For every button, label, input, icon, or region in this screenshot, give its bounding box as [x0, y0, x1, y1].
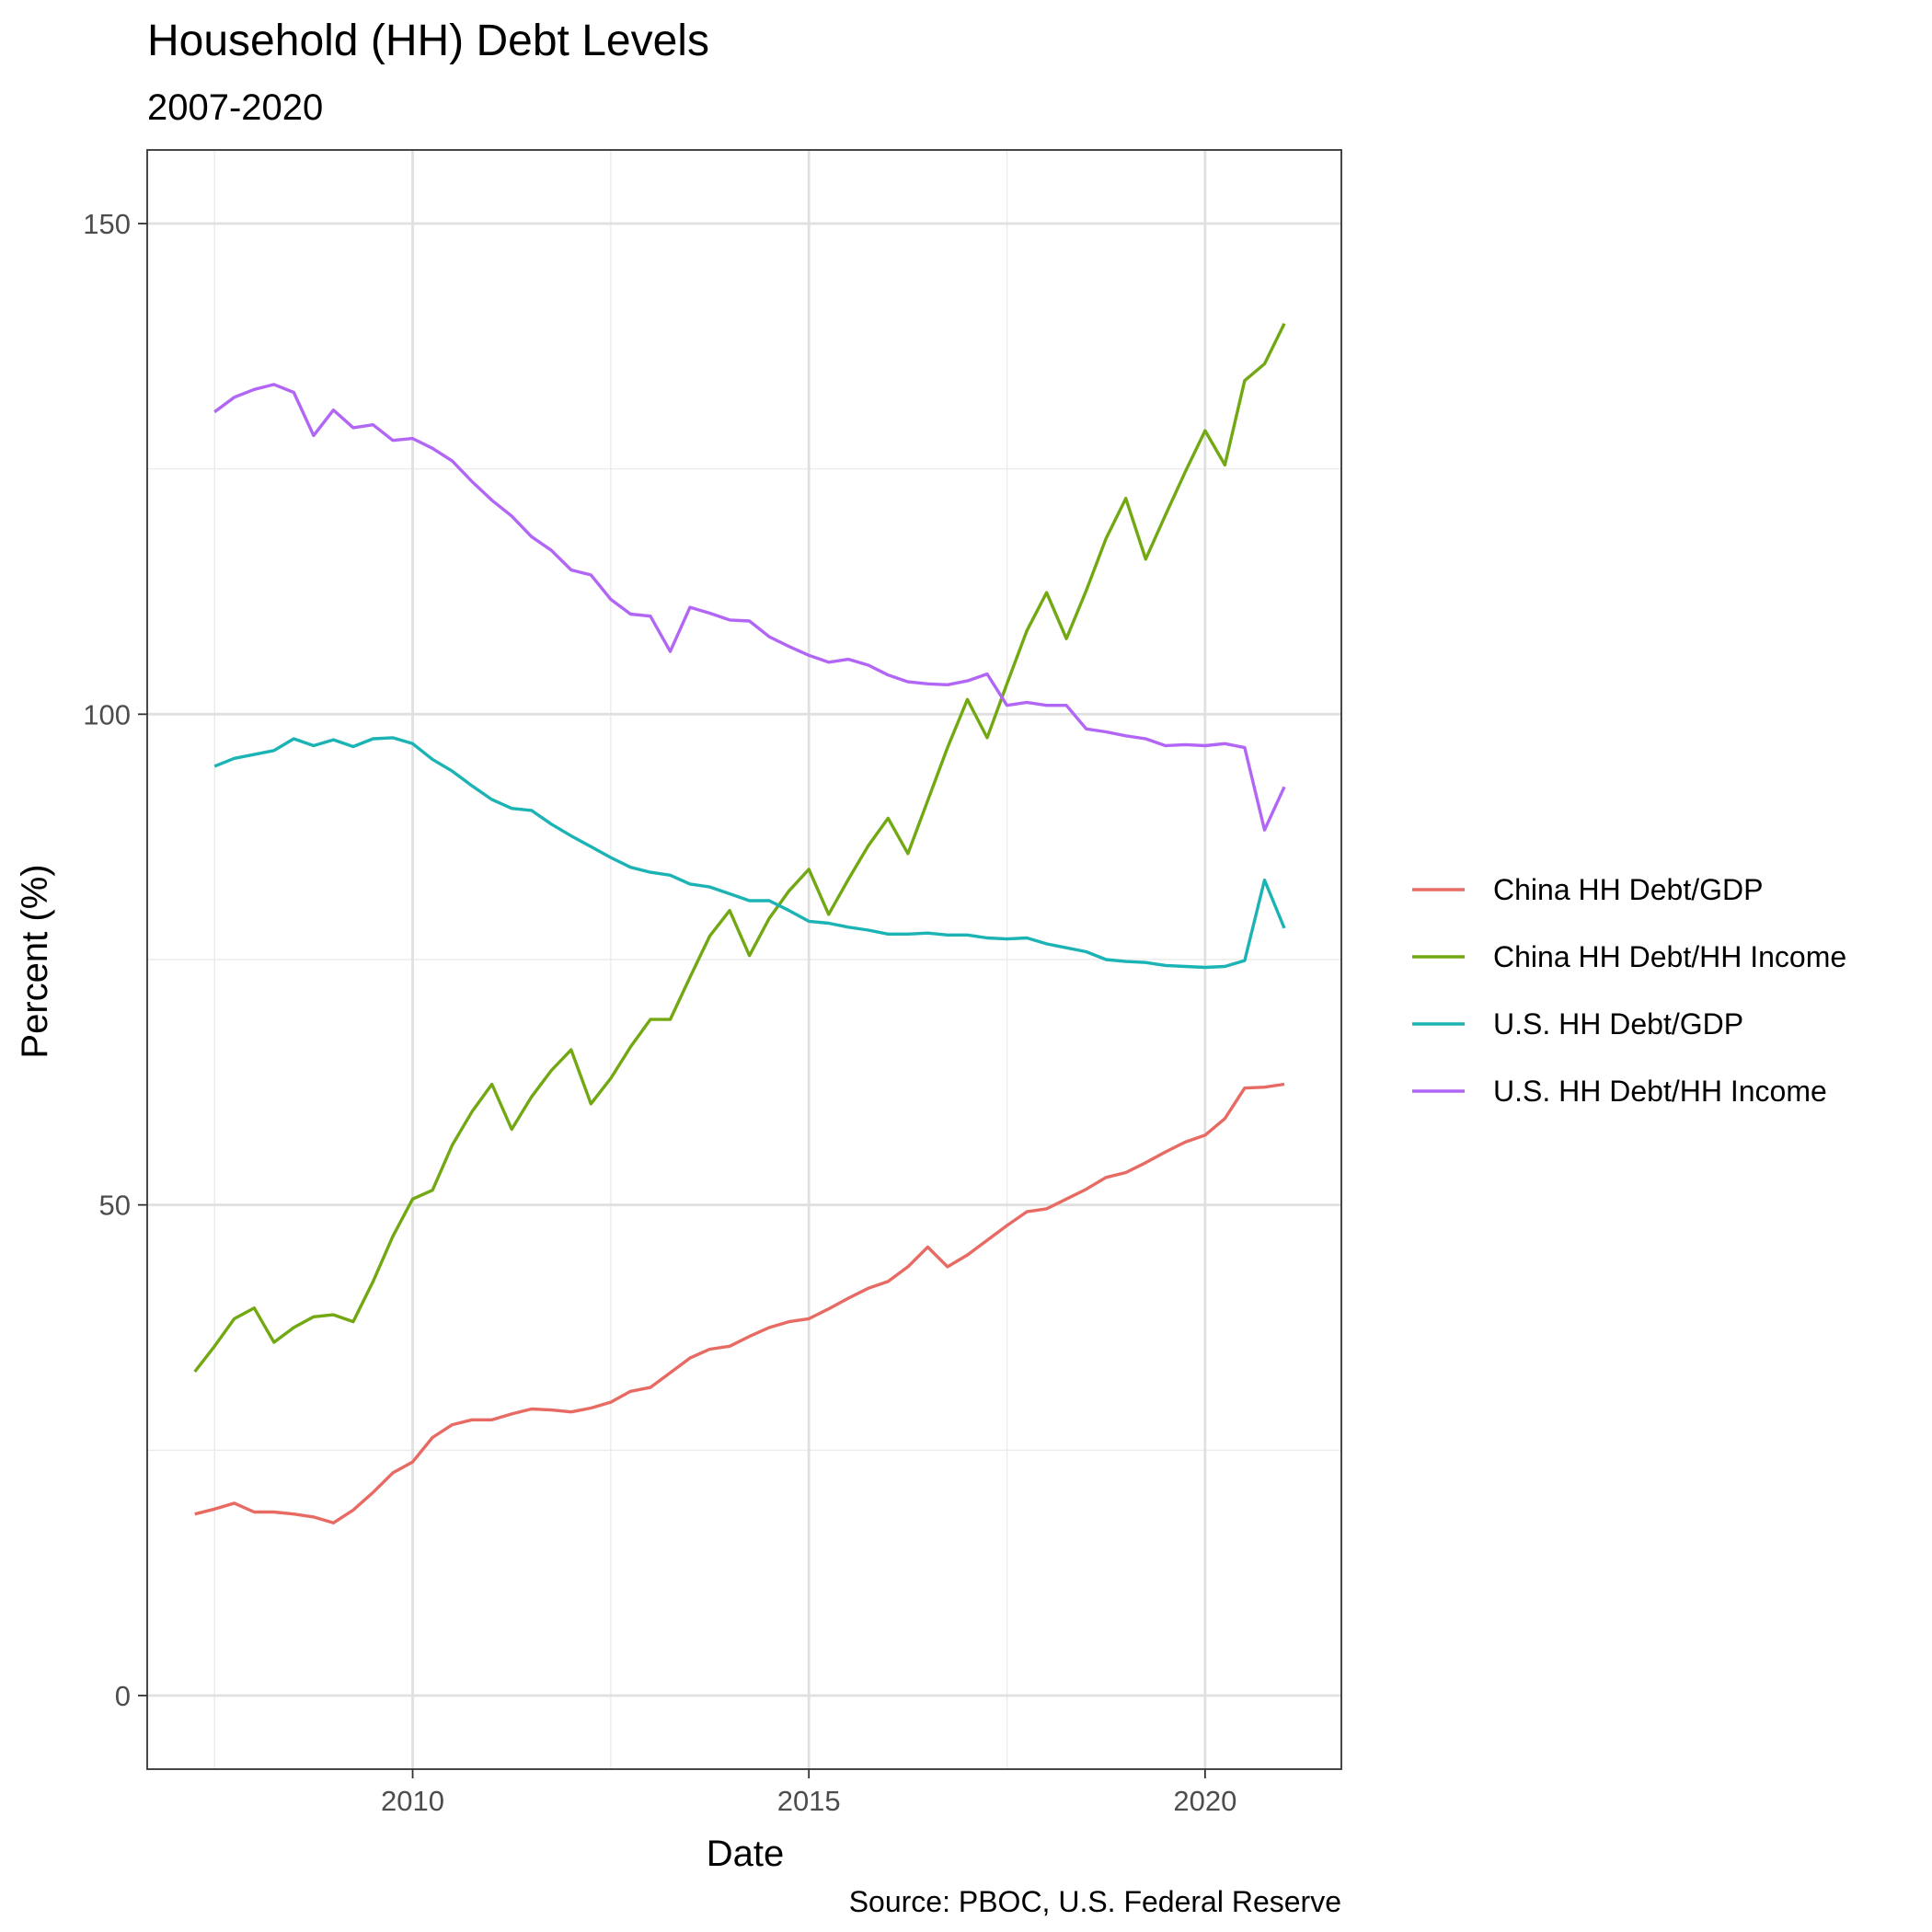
y-tick-label: 100: [83, 698, 131, 730]
legend: China HH Debt/GDP China HH Debt/HH Income…: [1412, 873, 1846, 1108]
plot-panel-border: [146, 149, 1342, 1770]
series-line-2: [193, 323, 1286, 1374]
series-line-3: [213, 736, 1286, 970]
chart-subtitle: 2007-2020: [147, 87, 323, 128]
x-tick-label: 2010: [381, 1785, 444, 1817]
x-axis-title: Date: [707, 1834, 785, 1874]
y-tick-label: 150: [83, 208, 131, 240]
legend-label: U.S. HH Debt/HH Income: [1493, 1075, 1827, 1108]
x-tick-label: 2020: [1173, 1785, 1236, 1817]
source-caption: Source: PBOC, U.S. Federal Reserve: [849, 1885, 1341, 1918]
legend-label: China HH Debt/GDP: [1493, 873, 1763, 906]
chart-title: Household (HH) Debt Levels: [147, 17, 709, 65]
legend-item: China HH Debt/HH Income: [1412, 940, 1846, 973]
grid: [147, 150, 1341, 1769]
y-tick-label: 0: [115, 1680, 131, 1712]
x-tick-label: 2015: [777, 1785, 841, 1817]
y-tick-label: 50: [99, 1190, 131, 1222]
legend-item: U.S. HH Debt/GDP: [1412, 1007, 1743, 1041]
series-lines: [193, 323, 1286, 1525]
y-axis-title: Percent (%): [15, 864, 55, 1058]
legend-item: China HH Debt/GDP: [1412, 873, 1763, 906]
axes: 0 50 100 150 2010 2015 2020: [83, 208, 1236, 1817]
series-line-4: [213, 383, 1286, 832]
legend-label: China HH Debt/HH Income: [1493, 940, 1846, 973]
legend-label: U.S. HH Debt/GDP: [1493, 1007, 1743, 1041]
legend-item: U.S. HH Debt/HH Income: [1412, 1075, 1827, 1108]
series-line-1: [194, 1082, 1285, 1525]
